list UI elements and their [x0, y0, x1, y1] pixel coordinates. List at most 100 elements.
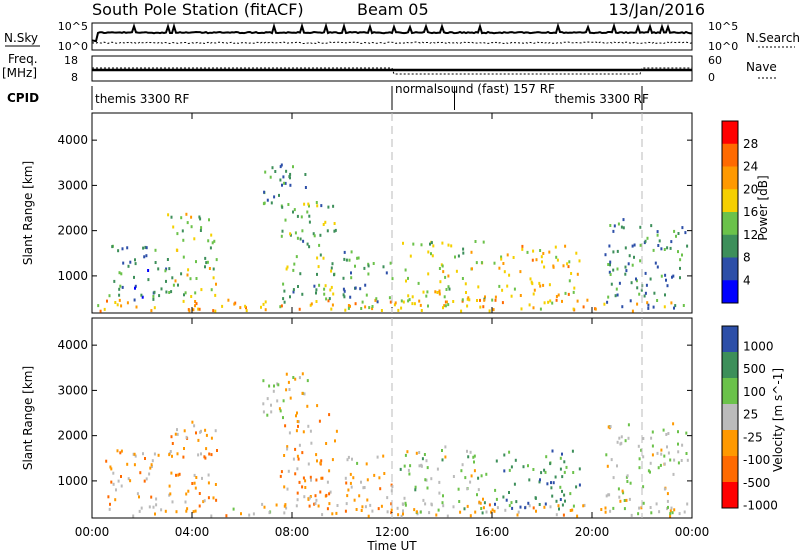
- echo-cell: [631, 263, 634, 267]
- echo-cell: [320, 476, 323, 480]
- echo-cell: [685, 452, 688, 455]
- echo-cell: [285, 506, 288, 510]
- echo-cell: [461, 277, 464, 280]
- echo-cell: [198, 492, 201, 495]
- echo-cell: [198, 215, 201, 219]
- echo-cell: [301, 372, 304, 376]
- echo-cell: [344, 476, 347, 480]
- colorbar-segment: [722, 143, 738, 167]
- echo-cell: [620, 225, 623, 229]
- echo-cell: [280, 163, 283, 167]
- echo-cell: [99, 309, 102, 313]
- echo-cell: [533, 288, 536, 292]
- echo-cell: [272, 389, 275, 393]
- echo-cell: [672, 274, 675, 278]
- echo-cell: [126, 301, 129, 305]
- echo-cell: [155, 503, 158, 507]
- echo-cell: [626, 474, 629, 478]
- echo-cell: [280, 304, 283, 308]
- echo-cell: [147, 278, 150, 282]
- echo-cell: [207, 496, 210, 500]
- echo-cell: [559, 498, 562, 501]
- echo-cell: [292, 165, 294, 169]
- echo-cell: [642, 455, 645, 459]
- echo-cell: [391, 485, 394, 488]
- echo-cell: [314, 494, 317, 498]
- echo-cell: [399, 467, 402, 471]
- echo-cell: [343, 250, 346, 254]
- echo-cell: [635, 277, 637, 281]
- echo-cell: [169, 450, 172, 453]
- cpid-segment-label: normalsound (fast) 157 RF: [395, 82, 555, 96]
- echo-cell: [345, 481, 348, 485]
- cpid-change-markers: [391, 113, 643, 518]
- echo-cell: [571, 449, 574, 453]
- echo-cell: [145, 254, 148, 258]
- echo-cell: [638, 292, 641, 296]
- echo-cell: [289, 183, 292, 187]
- echo-cell: [286, 445, 289, 449]
- echo-cell: [194, 300, 197, 303]
- echo-cell: [500, 257, 503, 261]
- echo-cell: [352, 476, 355, 480]
- colorbar-segment: [722, 430, 738, 457]
- echo-cell: [210, 436, 213, 440]
- echo-cell: [210, 514, 213, 518]
- echo-cell: [199, 217, 202, 221]
- echo-cell: [519, 294, 522, 297]
- echo-cell: [482, 506, 485, 510]
- echo-cell: [508, 491, 510, 494]
- echo-cell: [180, 216, 183, 220]
- echo-cell: [438, 491, 441, 495]
- echo-cell: [157, 267, 160, 271]
- echo-cell: [681, 226, 684, 230]
- echo-cell: [653, 291, 656, 295]
- echo-cell: [447, 274, 450, 278]
- echo-cell: [603, 302, 606, 306]
- echo-cell: [266, 397, 269, 401]
- echo-cell: [477, 285, 480, 289]
- echo-cell: [360, 307, 363, 310]
- echo-cell: [644, 271, 647, 275]
- echo-cell: [612, 268, 615, 272]
- echo-cell: [649, 506, 652, 509]
- echo-cell: [298, 443, 301, 447]
- echo-cell: [607, 263, 610, 266]
- echo-cell: [297, 285, 299, 288]
- colorbar-segment: [722, 166, 738, 190]
- echo-cell: [479, 298, 481, 302]
- echo-cell: [466, 449, 468, 453]
- echo-cell: [232, 507, 235, 511]
- echo-cell: [328, 297, 331, 301]
- echo-cell: [669, 514, 672, 518]
- echo-cell: [427, 272, 430, 276]
- echo-cell: [411, 295, 414, 299]
- echo-cell: [649, 277, 652, 281]
- echo-cell: [296, 420, 299, 423]
- echo-cell: [369, 503, 372, 507]
- echo-cell: [654, 261, 657, 265]
- echo-cell: [335, 511, 338, 515]
- echo-cell: [208, 267, 211, 270]
- echo-cell: [389, 261, 392, 265]
- echo-cell: [336, 504, 339, 507]
- echo-cell: [548, 250, 551, 254]
- echo-cell: [194, 509, 197, 513]
- echo-cell: [138, 509, 141, 513]
- echo-cell: [445, 288, 448, 291]
- echo-cell: [400, 514, 403, 518]
- echo-cell: [150, 465, 153, 468]
- echo-cell: [117, 249, 120, 253]
- echo-cell: [508, 450, 511, 454]
- echo-cell: [482, 497, 484, 501]
- echo-cell: [606, 464, 609, 468]
- echo-cell: [170, 215, 173, 219]
- colorbar-tick-label: 100: [743, 385, 766, 399]
- echo-cell: [197, 438, 200, 442]
- echo-cell: [425, 459, 428, 463]
- echo-cell: [326, 229, 329, 233]
- echo-cell: [264, 170, 267, 174]
- echo-cell: [264, 308, 267, 312]
- echo-cell: [571, 508, 574, 512]
